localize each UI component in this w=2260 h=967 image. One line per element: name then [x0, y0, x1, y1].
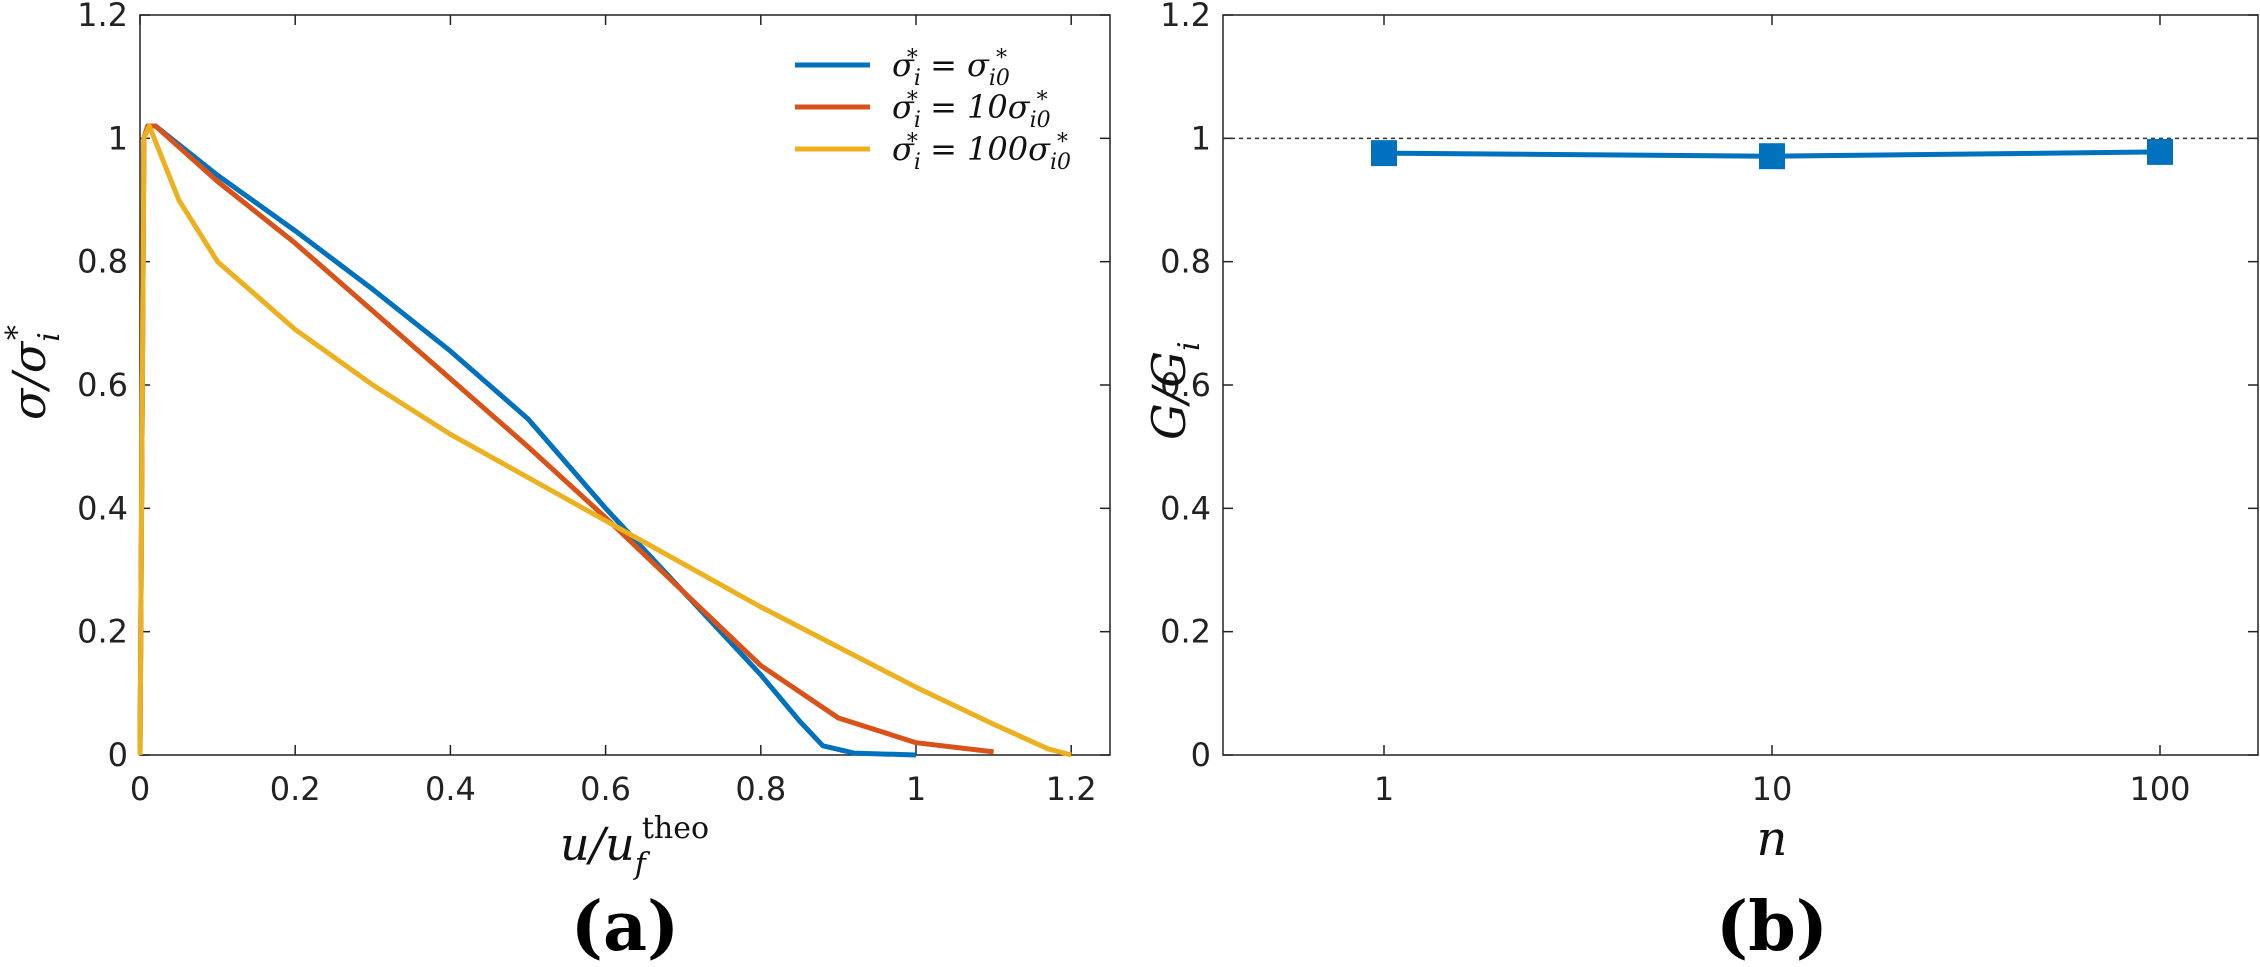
x-tick-label-a: 0.8 — [735, 770, 786, 808]
x-tick-label-a: 0.4 — [425, 770, 476, 808]
axes-box-b — [1222, 14, 2259, 756]
x-tick-label-a: 0 — [130, 770, 150, 808]
y-tick-label-a: 0.4 — [77, 489, 128, 527]
square-marker — [1759, 143, 1785, 170]
y-tick-label-b: 0.8 — [1160, 243, 1211, 281]
legend-label-1: σi* = σi0* — [892, 46, 1010, 91]
series-lines-a — [137, 123, 1072, 758]
chart-a: 0 0.2 0.4 0.6 0.8 1 1.2 0 0.2 0.4 0.6 0.8 1 1.2 σi* … — [0, 0, 1111, 967]
x-axis-label-a: u/uftheo — [560, 811, 709, 882]
x-tick-label-b: 100 — [2129, 770, 2190, 808]
series-line-1 — [137, 123, 917, 758]
x-tick-label-a: 1 — [906, 770, 926, 808]
y-tick-label-a: 0 — [108, 736, 128, 774]
square-marker — [2147, 138, 2173, 165]
y-tick-label-b: 0 — [1191, 736, 1211, 774]
y-tick-label-b: 1 — [1191, 119, 1211, 157]
y-ticks-b: 0 0.2 0.4 0.6 0.8 1 1.2 — [1160, 0, 2258, 774]
y-tick-label-a: 0.6 — [77, 366, 128, 404]
legend-label-2: σi* = 10σi0* — [892, 88, 1051, 133]
y-tick-label-a: 0.2 — [77, 613, 128, 651]
x-tick-label-b: 10 — [1752, 770, 1793, 808]
y-tick-label-a: 1 — [108, 119, 128, 157]
y-tick-label-a: 1.2 — [77, 0, 128, 34]
x-tick-label-a: 0.6 — [580, 770, 631, 808]
y-tick-label-b: 0.2 — [1160, 613, 1211, 651]
y-axis-label-a: σ/σi* — [0, 325, 67, 420]
y-tick-label-b: 0.6 — [1160, 366, 1211, 404]
panel-label-a: (a) — [571, 887, 679, 967]
chart-b: 00.20.40.60.811.2 1 10 100 G/Gi n (b) — [1142, 0, 2259, 967]
x-ticks-b: 1 10 100 — [1374, 15, 2191, 808]
axes-box-a — [139, 14, 1111, 756]
square-marker — [1371, 140, 1397, 167]
legend-a: σi* = σi0*σi* = 10σi0*σi* = 100σi0* — [795, 46, 1071, 175]
series-lines-b — [1371, 138, 2173, 170]
y-tick-label-a: 0.8 — [77, 243, 128, 281]
x-tick-label-b: 1 — [1374, 770, 1394, 808]
x-tick-label-a: 0.2 — [270, 770, 321, 808]
series-line-3 — [137, 123, 1072, 758]
y-ticks-a: 0 0.2 0.4 0.6 0.8 1 1.2 — [77, 0, 1110, 774]
x-tick-label-a: 1.2 — [1046, 770, 1097, 808]
y-tick-label-b: 1.2 — [1160, 0, 1211, 34]
y-tick-label-b: 0.4 — [1160, 489, 1211, 527]
panel-label-b: (b) — [1716, 887, 1828, 967]
x-axis-label-b: n — [1757, 811, 1788, 867]
x-ticks-a: 0 0.2 0.4 0.6 0.8 1 1.2 — [130, 15, 1097, 808]
legend-label-3: σi* = 100σi0* — [892, 130, 1071, 175]
